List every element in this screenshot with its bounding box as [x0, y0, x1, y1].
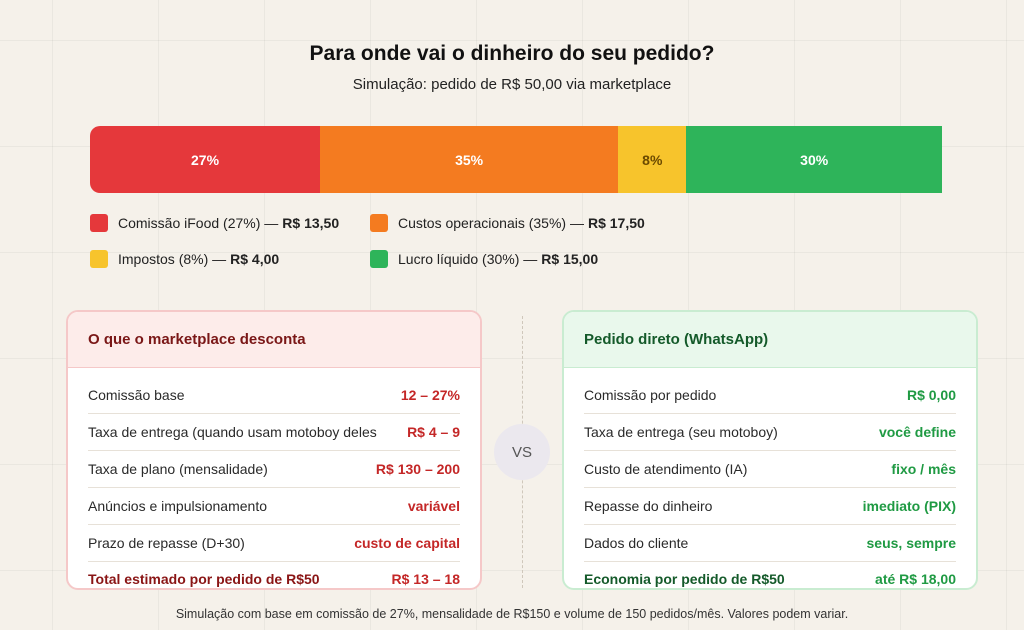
row-label: Taxa de entrega (quando usam motoboy del…	[88, 424, 377, 440]
legend-text: Lucro líquido (30%) —	[398, 251, 538, 267]
legend-item-impostos: Impostos (8%) — R$ 4,00	[90, 250, 279, 268]
table-row: Comissão base 12 – 27%	[88, 377, 460, 414]
table-row: Taxa de entrega (seu motoboy) você defin…	[584, 414, 956, 451]
legend: Comissão iFood (27%) — R$ 13,50 Custos o…	[90, 214, 710, 274]
table-row: Anúncios e impulsionamento variável	[88, 488, 460, 525]
row-value: R$ 130 – 200	[375, 461, 460, 477]
row-label: Repasse do dinheiro	[584, 498, 713, 514]
row-label: Comissão base	[88, 387, 185, 403]
legend-item-custos: Custos operacionais (35%) — R$ 17,50	[370, 214, 645, 232]
legend-item-comissao: Comissão iFood (27%) — R$ 13,50	[90, 214, 339, 232]
row-value: custo de capital	[354, 535, 460, 551]
total-value: R$ 13 – 18	[391, 570, 461, 587]
legend-value: R$ 13,50	[282, 215, 340, 231]
legend-item-lucro: Lucro líquido (30%) — R$ 15,00	[370, 250, 598, 268]
table-row: Prazo de repasse (D+30) custo de capital	[88, 525, 460, 562]
row-value: 12 – 27%	[400, 387, 460, 403]
bar-segment-label: 35%	[455, 151, 484, 168]
table-row: Taxa de plano (mensalidade) R$ 130 – 200	[88, 451, 460, 488]
total-label: Economia por pedido de R$50	[584, 570, 785, 587]
legend-value: R$ 17,50	[587, 215, 645, 231]
vs-badge: VS	[494, 424, 550, 480]
row-label: Comissão por pedido	[584, 387, 717, 403]
bar-segment-1: 27%	[90, 126, 321, 193]
bar-segment-4: 30%	[686, 126, 942, 193]
chart-subtitle: Simulação: pedido de R$ 50,00 via market…	[352, 76, 672, 93]
bar-segment-3: 8%	[618, 126, 687, 193]
row-label: Dados do cliente	[584, 535, 689, 551]
table-row: Repasse do dinheiro imediato (PIX)	[584, 488, 956, 525]
bar-segment-label: 8%	[642, 151, 663, 168]
legend-text: Comissão iFood (27%) —	[118, 215, 279, 231]
legend-text: Custos operacionais (35%) —	[398, 215, 584, 231]
direct-card: Pedido direto (WhatsApp) Comissão por pe…	[562, 310, 978, 590]
legend-swatch	[370, 214, 388, 232]
total-value: até R$ 18,00	[875, 570, 956, 587]
table-row: Dados do cliente seus, sempre	[584, 525, 956, 562]
total-label: Total estimado por pedido de R$50	[88, 570, 320, 587]
table-row: Custo de atendimento (IA) fixo / mês	[584, 451, 956, 488]
row-value: você define	[878, 424, 956, 440]
legend-swatch	[90, 214, 108, 232]
total-row: Economia por pedido de R$50 até R$ 18,00	[584, 562, 956, 588]
row-label: Anúncios e impulsionamento	[88, 498, 267, 514]
table-row: Comissão por pedido R$ 0,00	[584, 377, 956, 414]
row-label: Custo de atendimento (IA)	[584, 461, 748, 477]
row-value: fixo / mês	[891, 461, 956, 477]
row-value: seus, sempre	[866, 535, 957, 551]
chart-title: Para onde vai o dinheiro do seu pedido?	[309, 42, 715, 65]
row-label: Taxa de plano (mensalidade)	[88, 461, 268, 477]
row-value: R$ 4 – 9	[407, 424, 460, 440]
total-row: Total estimado por pedido de R$50 R$ 13 …	[88, 562, 461, 588]
row-label: Taxa de entrega (seu motoboy)	[584, 424, 778, 440]
legend-text: Impostos (8%) —	[118, 251, 227, 267]
table-row: Taxa de entrega (quando usam motoboy del…	[88, 414, 460, 451]
marketplace-card: O que o marketplace desconta Comissão ba…	[66, 310, 482, 590]
marketplace-card-title: O que o marketplace desconta	[68, 312, 480, 368]
bar-segment-label: 27%	[191, 151, 220, 168]
legend-value: R$ 15,00	[541, 251, 599, 267]
row-label: Prazo de repasse (D+30)	[88, 535, 245, 551]
row-value: imediato (PIX)	[862, 498, 956, 514]
footnote: Simulação com base em comissão de 27%, m…	[175, 607, 849, 621]
stacked-bar: 27% 35% 8% 30%	[90, 126, 942, 193]
row-value: variável	[407, 498, 460, 514]
legend-value: R$ 4,00	[230, 251, 280, 267]
row-value: R$ 0,00	[906, 387, 956, 403]
legend-swatch	[90, 250, 108, 268]
direct-card-title: Pedido direto (WhatsApp)	[564, 312, 976, 368]
legend-swatch	[370, 250, 388, 268]
bar-segment-2: 35%	[320, 126, 619, 193]
bar-segment-label: 30%	[800, 151, 829, 168]
